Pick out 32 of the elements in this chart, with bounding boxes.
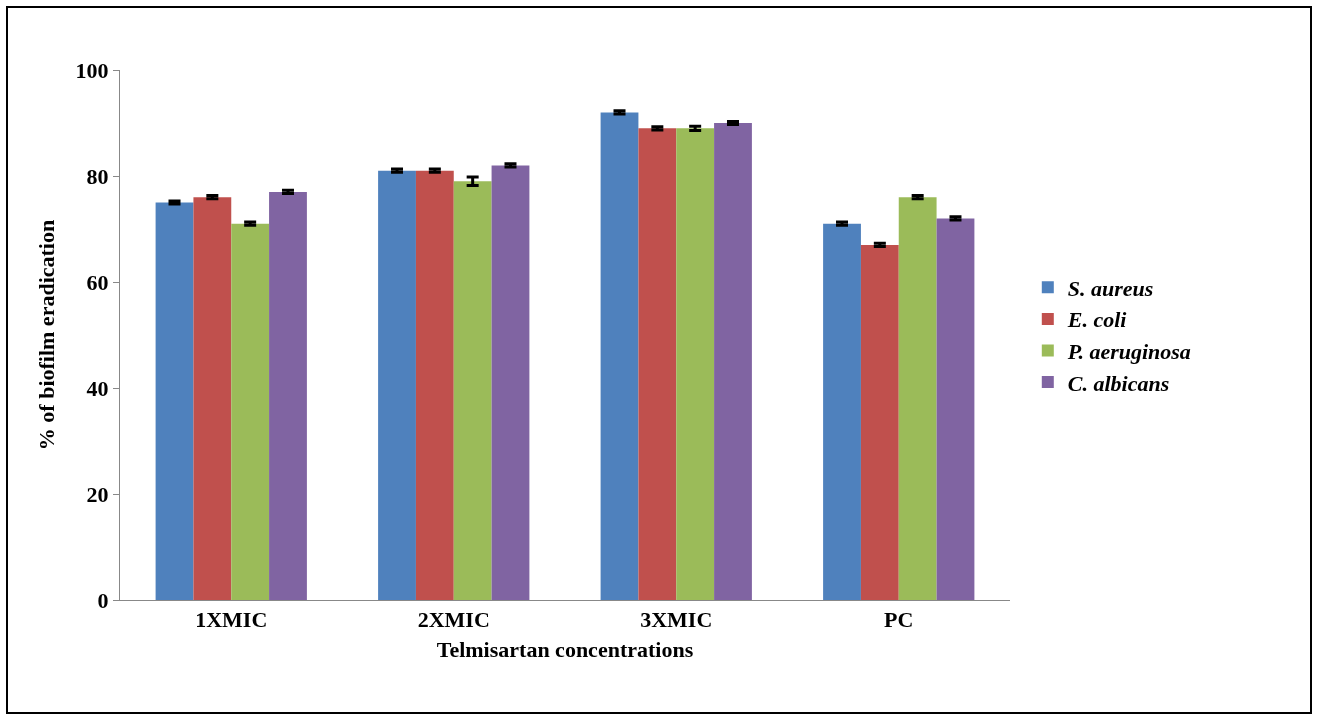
bar: [638, 128, 677, 600]
y-tick-label: 80: [86, 163, 109, 189]
y-tick-label: 20: [86, 481, 109, 507]
bar: [823, 223, 861, 600]
bar: [155, 202, 194, 600]
legend-label: P. aeruginosa: [1066, 339, 1191, 365]
legend-label: S. aureus: [1067, 275, 1154, 301]
x-tick-label: 2XMIC: [417, 607, 490, 633]
x-tick-label: 3XMIC: [640, 607, 713, 633]
bar: [269, 191, 307, 600]
y-tick-label: 60: [86, 269, 109, 295]
bar: [714, 123, 752, 600]
bar: [936, 218, 975, 600]
bar: [193, 197, 232, 600]
y-tick-label: 100: [75, 57, 109, 83]
bar: [898, 197, 937, 600]
bar: [491, 165, 530, 600]
bar: [676, 128, 715, 600]
y-tick-label: 40: [86, 375, 109, 401]
bar: [415, 170, 454, 600]
legend-label: E. coli: [1066, 307, 1128, 333]
y-axis-title: % of biofilm eradication: [34, 219, 60, 451]
x-tick-label: 1XMIC: [195, 607, 268, 633]
legend-label: C. albicans: [1067, 370, 1170, 396]
y-tick-label: 0: [97, 587, 109, 613]
bar: [378, 170, 416, 600]
bar: [231, 223, 270, 600]
bar: [453, 181, 492, 600]
bar: [600, 112, 639, 600]
x-axis-title: Telmisartan concentrations: [436, 637, 694, 663]
x-tick-label: PC: [884, 607, 914, 633]
bar: [860, 244, 899, 600]
